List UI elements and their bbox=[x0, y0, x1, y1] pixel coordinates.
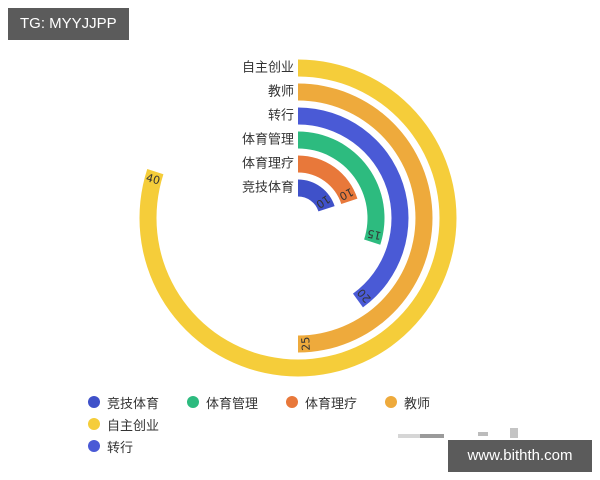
legend-dot-icon bbox=[88, 440, 100, 452]
category-label: 教师 bbox=[268, 84, 294, 100]
radial-bar-4[interactable] bbox=[298, 107, 409, 308]
radial-bar-6[interactable] bbox=[139, 59, 457, 377]
legend-label: 体育理疗 bbox=[305, 396, 358, 412]
value-label: 10 bbox=[314, 192, 333, 211]
radial-bar-3[interactable] bbox=[298, 131, 385, 245]
legend-dot-icon bbox=[286, 396, 299, 408]
value-label: 25 bbox=[299, 336, 313, 351]
legend-item[interactable]: 竞技体育 bbox=[88, 392, 159, 412]
blurred-artifact bbox=[510, 428, 518, 438]
legend-label: 体育管理 bbox=[206, 396, 259, 412]
legend-label: 转行 bbox=[107, 440, 134, 456]
category-label: 转行 bbox=[268, 109, 294, 124]
legend-label: 教师 bbox=[404, 396, 431, 412]
radial-bar-5[interactable] bbox=[298, 83, 433, 353]
category-label: 竞技体育 bbox=[242, 180, 294, 196]
value-label: 40 bbox=[145, 171, 162, 187]
category-labels: 竞技体育 体育理疗 体育管理 转行 教师 自主创业 bbox=[242, 61, 294, 196]
radial-bar-2[interactable] bbox=[298, 155, 358, 204]
radial-bar-1[interactable] bbox=[298, 179, 335, 212]
legend-label: 竞技体育 bbox=[107, 396, 160, 412]
watermark-url: www.bithth.com bbox=[448, 440, 592, 472]
blurred-artifact bbox=[478, 432, 488, 436]
tg-badge: TG: MYYJJPP bbox=[8, 8, 129, 40]
value-label: 15 bbox=[366, 227, 382, 243]
chart-legend: 竞技体育 体育管理 体育理疗 教师自主创业转行 bbox=[88, 392, 528, 458]
legend-dot-icon bbox=[385, 396, 398, 408]
legend-item[interactable]: 转行 bbox=[88, 436, 133, 456]
blurred-artifact bbox=[398, 434, 420, 438]
value-label: 10 bbox=[337, 185, 355, 203]
blurred-artifact bbox=[420, 434, 444, 438]
legend-item[interactable]: 体育理疗 bbox=[286, 392, 357, 412]
legend-item[interactable]: 自主创业 bbox=[88, 414, 159, 434]
legend-dot-icon bbox=[88, 418, 100, 430]
category-label: 体育管理 bbox=[242, 132, 294, 148]
legend-label: 自主创业 bbox=[107, 418, 160, 434]
legend-item[interactable]: 教师 bbox=[385, 392, 430, 412]
legend-item[interactable]: 体育管理 bbox=[187, 392, 258, 412]
legend-dot-icon bbox=[88, 396, 100, 408]
legend-dot-icon bbox=[187, 396, 200, 408]
category-label: 体育理疗 bbox=[242, 156, 294, 172]
category-label: 自主创业 bbox=[242, 61, 294, 76]
